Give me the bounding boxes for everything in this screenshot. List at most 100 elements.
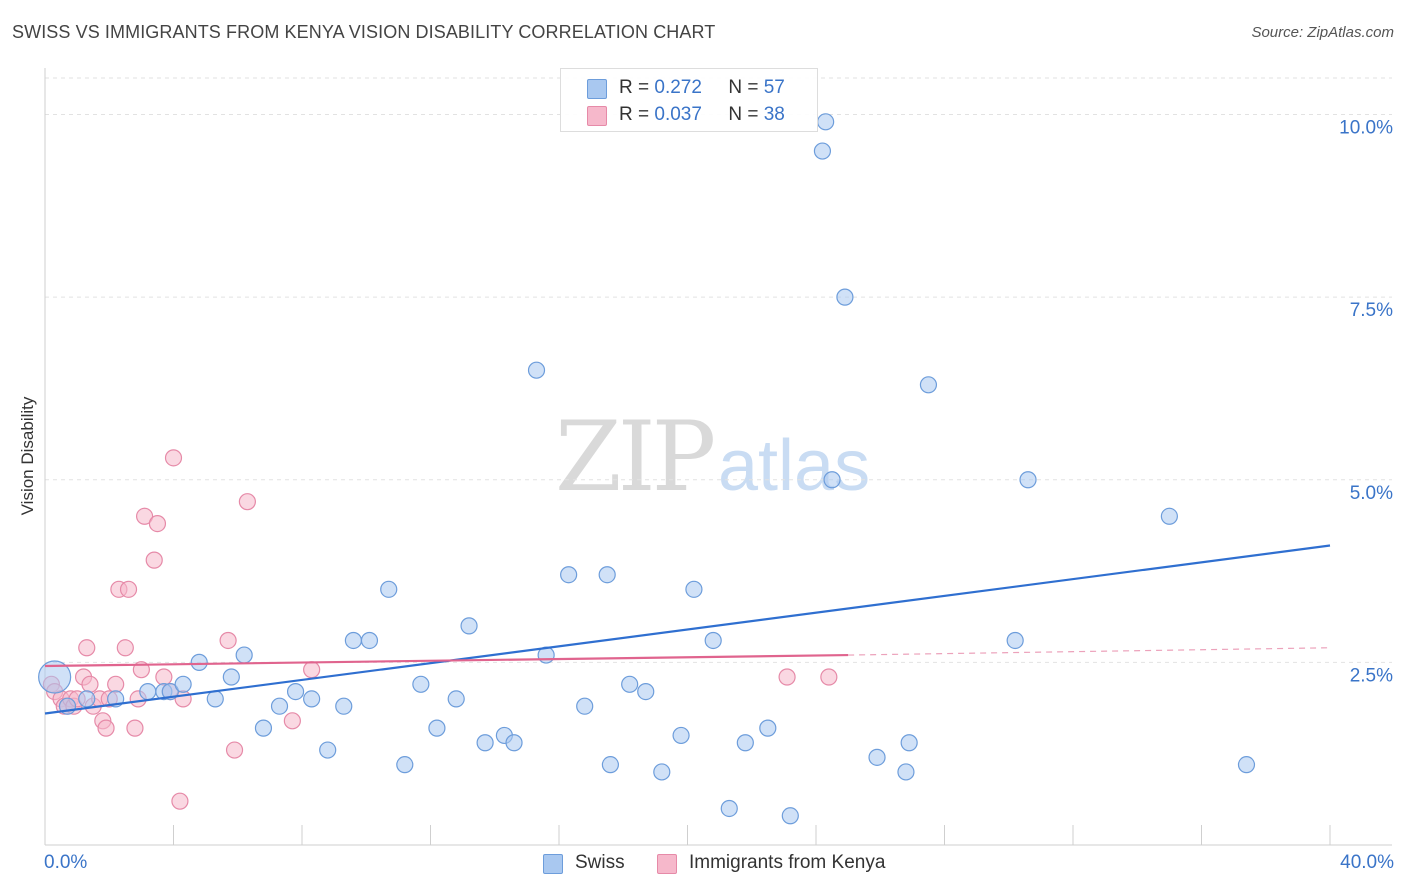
swiss-point	[335, 697, 353, 715]
watermark-atlas: atlas	[718, 426, 870, 506]
kenya-point	[164, 449, 183, 467]
kenya-point	[126, 719, 144, 737]
swiss-point	[447, 690, 465, 708]
kenya-point	[778, 668, 796, 686]
n-value: 38	[763, 104, 785, 125]
swiss-point	[235, 646, 253, 664]
kenya-point	[78, 639, 96, 657]
swiss-point	[720, 799, 738, 818]
swiss-point	[1160, 507, 1178, 525]
swiss-point	[190, 653, 208, 671]
kenya-trend-extension	[848, 647, 1331, 656]
swiss-point	[527, 361, 546, 379]
swiss-point	[637, 682, 655, 701]
swiss-point	[460, 617, 478, 635]
kenya-point	[171, 792, 189, 810]
swiss-point	[560, 566, 578, 584]
kenya-point	[97, 719, 115, 737]
kenya-point	[116, 639, 134, 657]
n-value: 57	[763, 77, 785, 98]
swiss-point	[396, 756, 414, 774]
swiss-point	[270, 697, 289, 715]
r-value: 0.272	[654, 77, 702, 98]
chart-title: SWISS VS IMMIGRANTS FROM KENYA VISION DI…	[12, 22, 716, 42]
kenya-point	[107, 675, 125, 693]
swiss-point	[1006, 631, 1024, 650]
r-label: R =	[619, 77, 650, 98]
kenya-swatch	[587, 106, 607, 126]
swiss-point	[836, 288, 854, 306]
swiss-point	[653, 763, 671, 781]
kenya-swatch	[657, 854, 677, 874]
x-tick-label-max: 40.0%	[1340, 852, 1394, 873]
kenya-point	[225, 741, 244, 759]
y-tick-label: 5.0%	[1350, 483, 1393, 504]
swiss-point	[781, 807, 799, 825]
swiss-swatch	[543, 854, 563, 874]
swiss-point	[672, 726, 690, 745]
legend-label-swiss: Swiss	[575, 852, 625, 873]
swiss-point	[868, 748, 886, 766]
kenya-point	[148, 514, 167, 533]
swiss-point	[897, 763, 915, 781]
swiss-point	[38, 660, 72, 694]
y-tick-label: 7.5%	[1350, 300, 1393, 321]
swiss-point	[621, 675, 639, 693]
swiss-point	[412, 675, 430, 693]
r-label: R =	[619, 104, 650, 125]
swiss-point	[360, 631, 379, 650]
kenya-point	[81, 675, 99, 693]
kenya-point	[219, 631, 237, 650]
kenya-point	[155, 668, 173, 686]
swiss-point	[286, 682, 305, 701]
kenya-point	[238, 493, 256, 511]
swiss-point	[254, 719, 273, 737]
swiss-point	[759, 719, 777, 737]
y-tick-label: 2.5%	[1350, 665, 1393, 686]
r-value: 0.037	[654, 104, 702, 125]
source-label: Source: ZipAtlas.com	[1251, 24, 1394, 41]
swiss-point	[817, 113, 835, 131]
kenya-trend-line	[44, 653, 849, 668]
n-label: N =	[728, 77, 759, 98]
swiss-point	[919, 376, 938, 394]
kenya-point	[119, 580, 138, 598]
swiss-point	[598, 566, 616, 584]
swiss-point	[1019, 471, 1037, 489]
swiss-point	[78, 690, 96, 708]
swiss-point	[428, 719, 446, 737]
swiss-point	[476, 734, 494, 752]
swiss-swatch	[587, 79, 607, 99]
kenya-point	[820, 668, 838, 686]
correlation-legend: R = 0.272 N = 57 R = 0.037 N = 38	[560, 68, 818, 132]
swiss-point	[1237, 756, 1256, 774]
legend-label-kenya: Immigrants from Kenya	[689, 852, 886, 873]
swiss-point	[900, 734, 918, 752]
y-tick-label: 10.0%	[1339, 118, 1393, 139]
kenya-point	[135, 507, 154, 525]
swiss-point	[823, 471, 841, 489]
swiss-point	[576, 697, 594, 715]
swiss-point	[344, 631, 362, 650]
kenya-point	[145, 551, 163, 569]
swiss-point	[685, 580, 703, 598]
swiss-point	[704, 631, 722, 650]
kenya-point	[303, 661, 321, 679]
swiss-point	[139, 682, 157, 701]
watermark-zip: ZIP	[555, 401, 714, 513]
swiss-point	[222, 668, 240, 686]
swiss-point	[319, 741, 337, 759]
kenya-point	[283, 712, 301, 730]
swiss-trend-line	[44, 544, 1331, 715]
n-label: N =	[728, 104, 759, 125]
swiss-point	[380, 580, 398, 598]
swiss-point	[174, 675, 192, 693]
swiss-point	[206, 690, 224, 708]
swiss-point	[813, 142, 832, 160]
swiss-point	[303, 690, 321, 708]
swiss-point	[505, 734, 523, 752]
swiss-point	[736, 734, 754, 752]
swiss-point	[601, 756, 620, 774]
x-tick-label-min: 0.0%	[44, 852, 88, 873]
